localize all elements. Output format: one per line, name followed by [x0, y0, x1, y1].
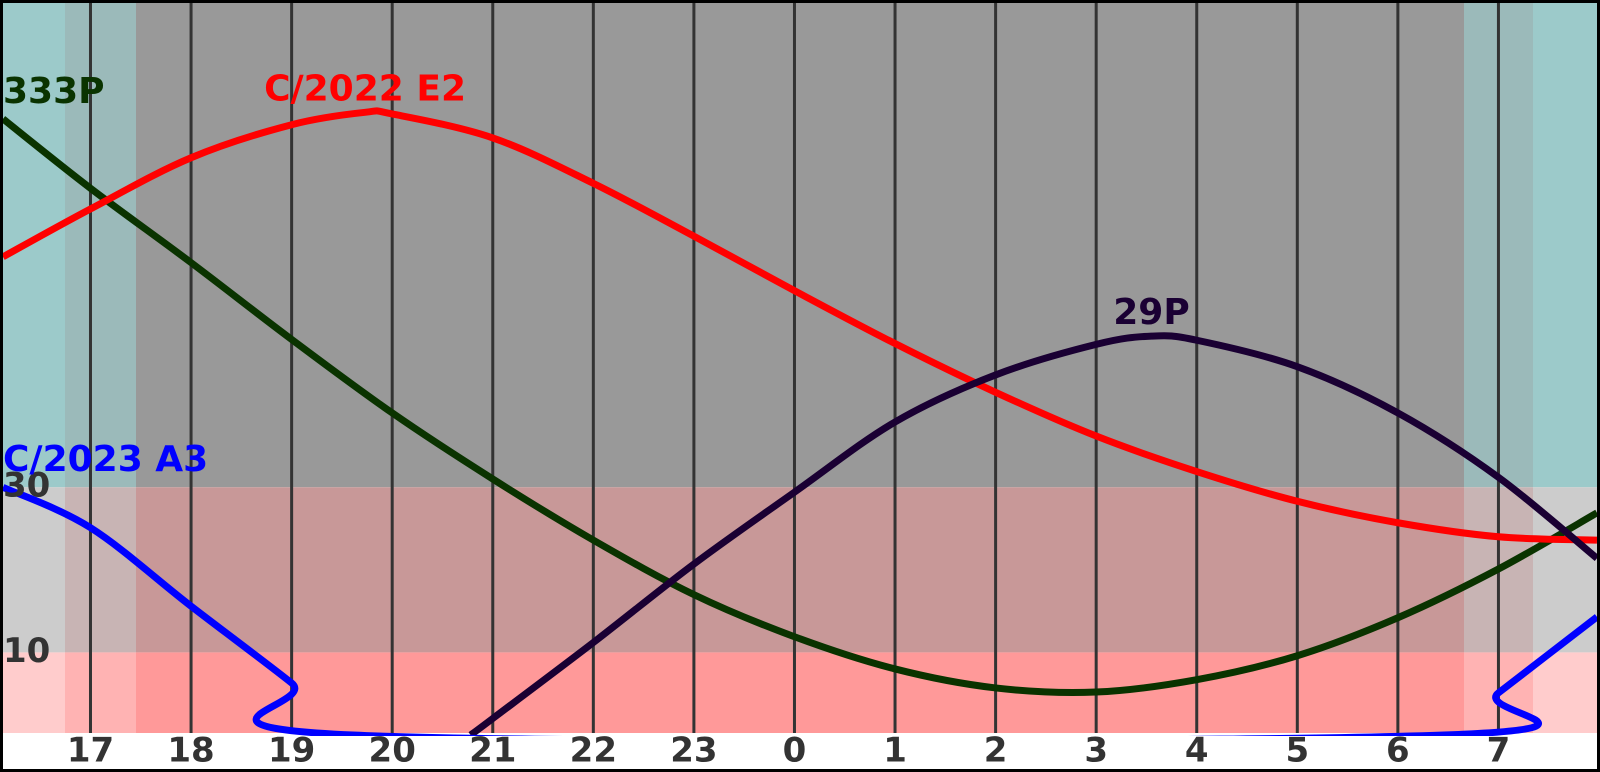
altitude-curve [3, 484, 1597, 736]
sky-band [65, 3, 136, 488]
x-tick-label: 4 [1185, 731, 1209, 771]
x-tick-label: 21 [469, 731, 516, 771]
sky-band [136, 3, 1464, 488]
series-label: 333P [3, 71, 105, 112]
sky-band [65, 487, 136, 653]
x-tick-label: 19 [268, 731, 315, 771]
x-tick-label: 7 [1487, 731, 1511, 771]
sky-band [65, 652, 136, 733]
x-tick-label: 0 [783, 731, 807, 771]
x-tick-label: 3 [1084, 731, 1108, 771]
series-label: C/2022 E2 [264, 68, 466, 109]
x-tick-label: 5 [1285, 731, 1309, 771]
sky-band [3, 652, 65, 733]
x-tick-label: 1 [883, 731, 907, 771]
sky-band [136, 487, 1464, 653]
altitude-curve [3, 116, 1597, 697]
series-label: C/2023 A3 [3, 439, 208, 480]
x-tick-label: 22 [570, 731, 617, 771]
sky-band [136, 652, 1464, 733]
x-tick-label: 20 [369, 731, 416, 771]
x-tick-label: 6 [1386, 731, 1410, 771]
sky-band [3, 3, 65, 488]
curves [3, 107, 1597, 736]
grid [88, 3, 1500, 733]
altitude-curve [3, 107, 1597, 544]
x-tick-label: 2 [984, 731, 1008, 771]
series-label: 29P [1113, 292, 1189, 333]
x-tick-label: 18 [167, 731, 214, 771]
sky-band [3, 487, 65, 653]
sky-band [1533, 3, 1597, 488]
altitude-curve [468, 332, 1597, 736]
sky-shading [3, 3, 1597, 733]
x-tick-label: 23 [670, 731, 717, 771]
y-tick-label: 10 [3, 631, 50, 671]
sky-band [1533, 652, 1597, 733]
y-tick-label: 30 [3, 466, 50, 506]
x-tick-label: 17 [67, 731, 114, 771]
